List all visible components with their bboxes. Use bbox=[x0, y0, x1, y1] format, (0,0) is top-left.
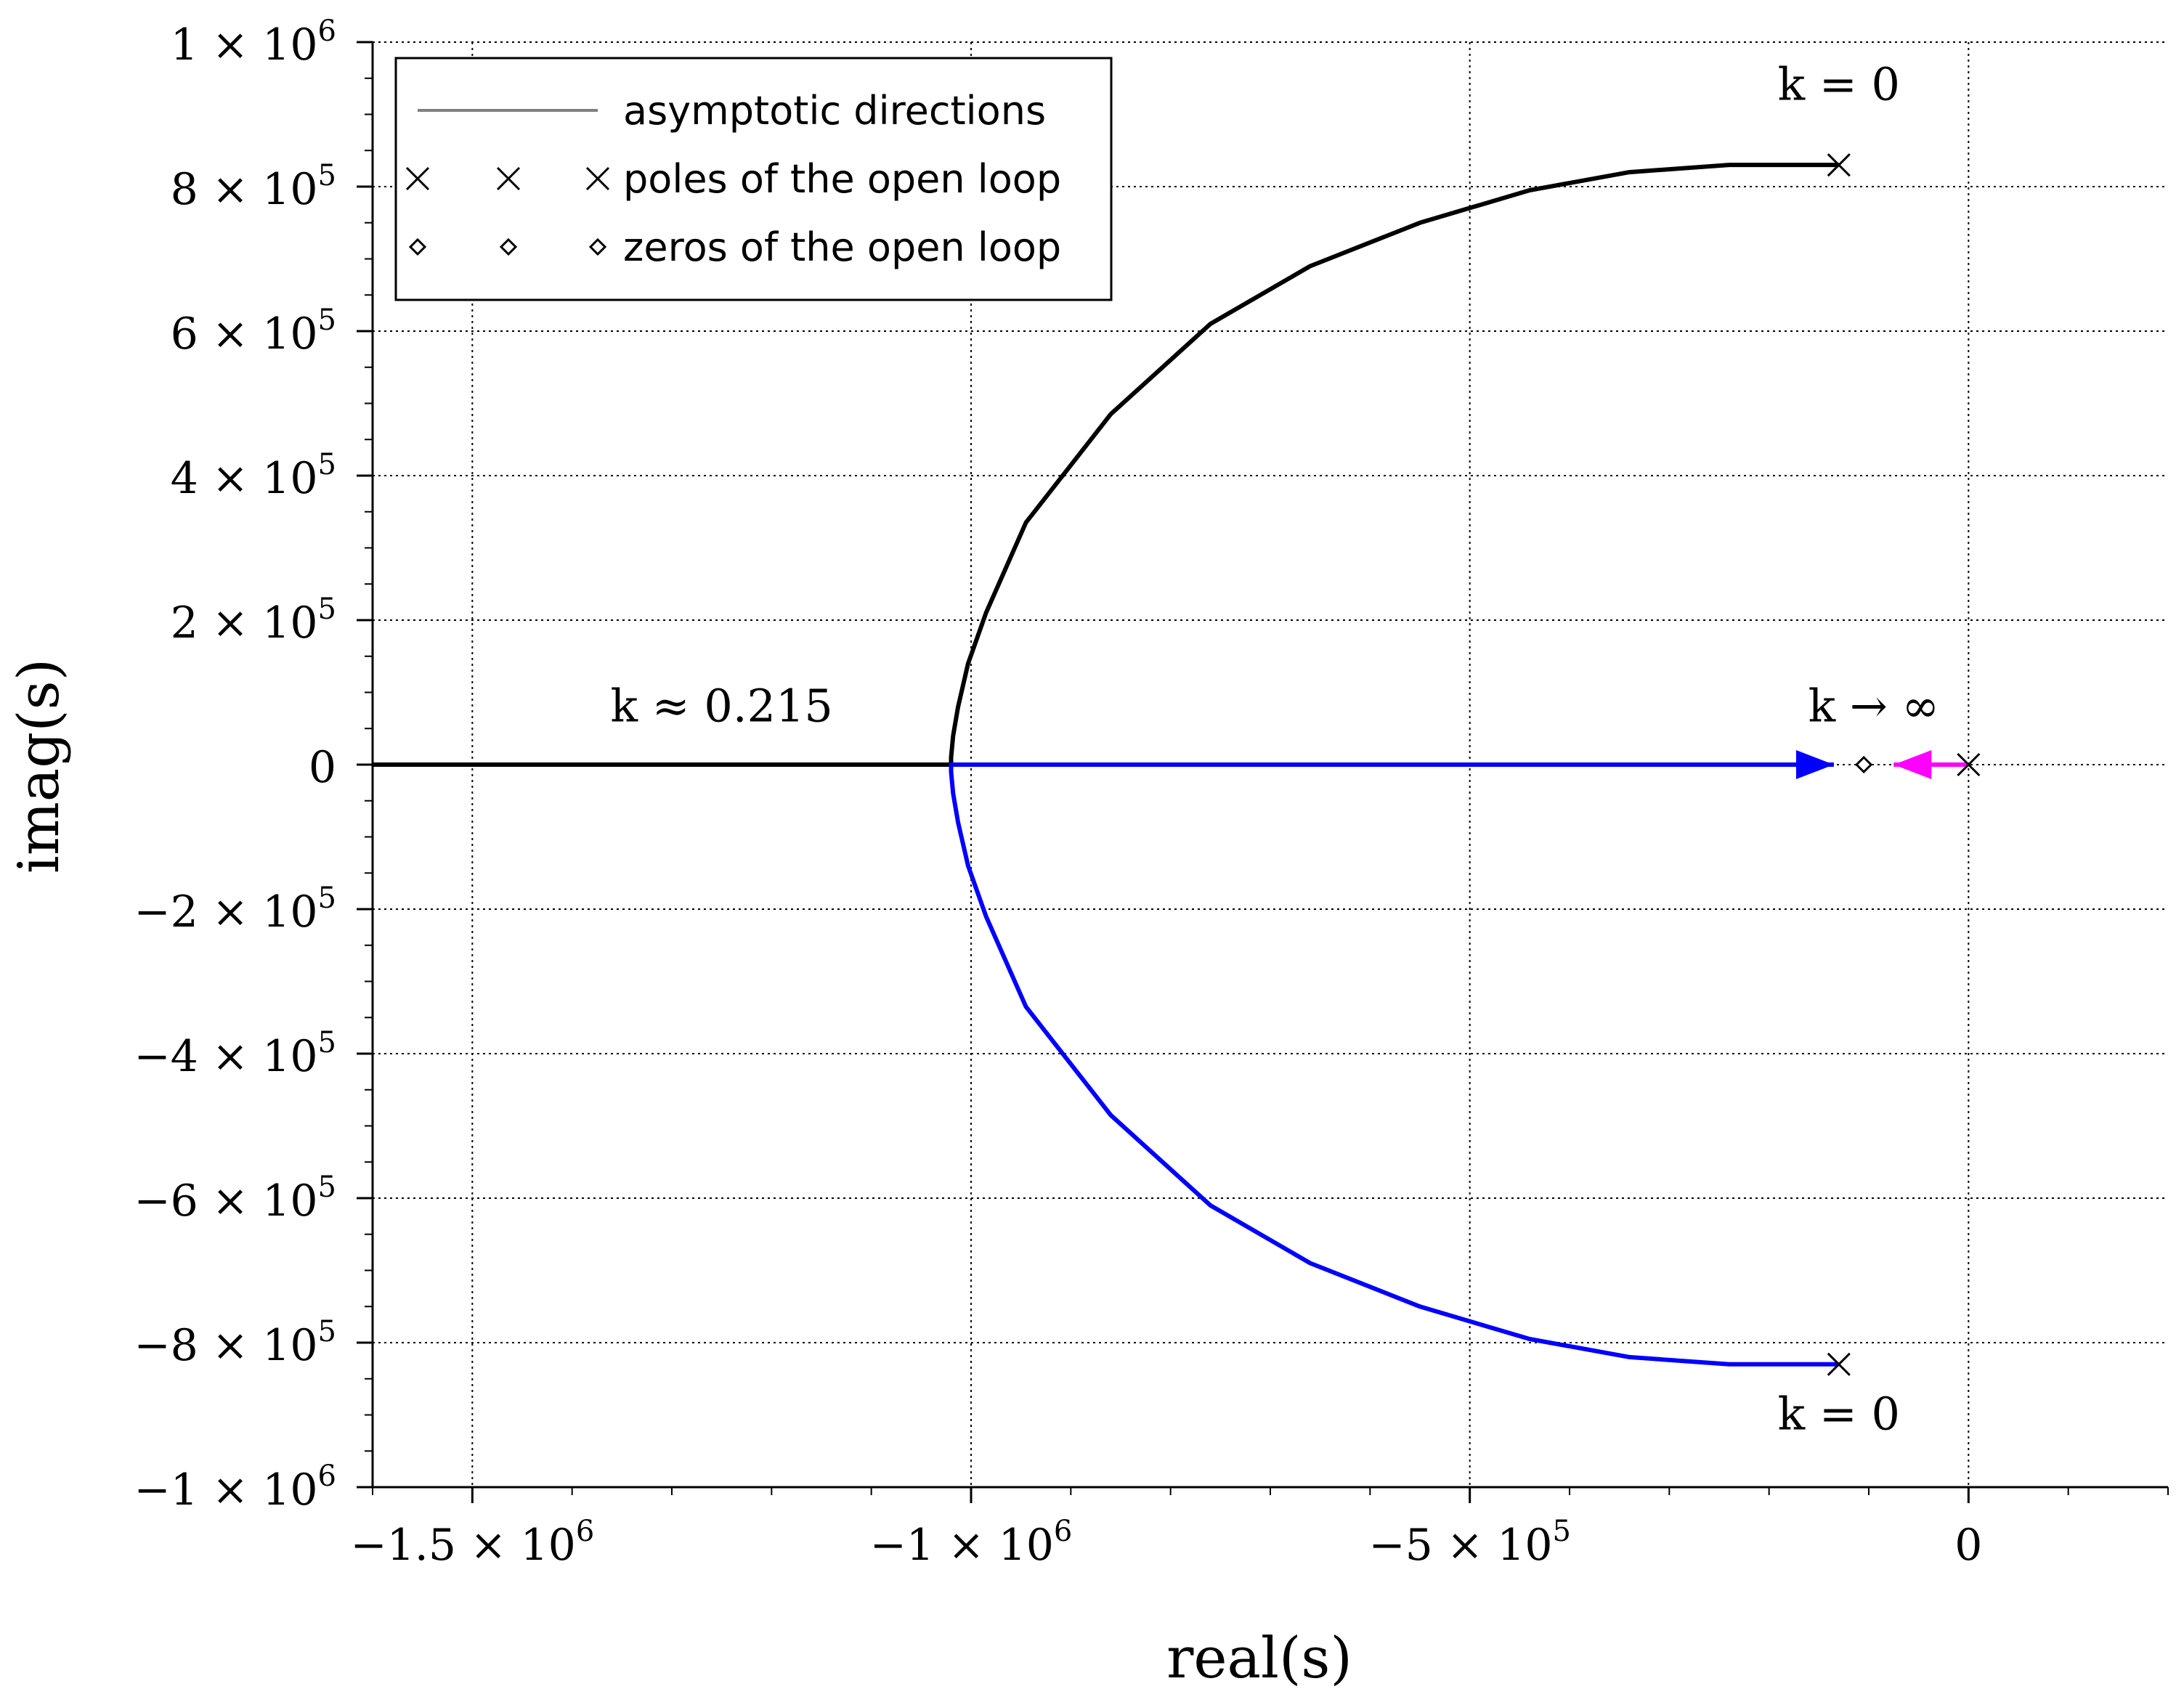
marker-layer bbox=[1827, 153, 1981, 1376]
magenta-arrowhead bbox=[1893, 750, 1932, 779]
legend-box bbox=[394, 57, 1113, 301]
legend-label: asymptotic directions bbox=[623, 88, 1046, 134]
x-tick-label: −1.5 × 106 bbox=[350, 1515, 594, 1571]
legend-swatch-cross bbox=[496, 166, 521, 191]
tick-labels: −1.5 × 106 −1 × 106 −5 × 105 0 1 × 106 8 × 10… bbox=[134, 15, 1982, 1571]
legend: asymptotic directions poles of the open l… bbox=[394, 57, 1113, 301]
y-tick-label: 4 × 105 bbox=[171, 448, 336, 504]
legend-entry: asymptotic directions bbox=[418, 88, 1046, 134]
y-tick-label: 2 × 105 bbox=[171, 593, 336, 648]
y-tick-label: −2 × 105 bbox=[134, 882, 336, 937]
legend-entry: poles of the open loop bbox=[405, 156, 1061, 202]
x-tick-label: 0 bbox=[1954, 1520, 1982, 1571]
axes bbox=[357, 41, 2169, 1503]
locus-branch-1 bbox=[373, 163, 1839, 767]
y-tick-label: −1 × 106 bbox=[134, 1460, 336, 1515]
pole-marker bbox=[1957, 752, 1981, 777]
legend-label: zeros of the open loop bbox=[623, 224, 1061, 270]
locus-branch-2 bbox=[949, 762, 1839, 1367]
legend-swatch-cross bbox=[405, 166, 430, 191]
blue-arrowhead bbox=[1795, 750, 1834, 779]
x-tick-label: −1 × 106 bbox=[870, 1515, 1073, 1571]
pole-marker bbox=[1827, 153, 1851, 177]
y-tick-label: −8 × 105 bbox=[134, 1315, 336, 1371]
x-axis-title: real(s) bbox=[1166, 1626, 1352, 1691]
legend-label: poles of the open loop bbox=[623, 156, 1061, 202]
zero-marker bbox=[1855, 755, 1873, 774]
legend-entry: zeros of the open loop bbox=[408, 224, 1061, 270]
x-tick-label: −5 × 105 bbox=[1368, 1515, 1571, 1571]
legend-swatch-diamond bbox=[499, 237, 518, 256]
annotation-label: k = 0 bbox=[1778, 58, 1900, 111]
pole-marker bbox=[1827, 1352, 1851, 1376]
legend-swatch-cross bbox=[585, 166, 610, 191]
y-tick-label: −4 × 105 bbox=[134, 1026, 336, 1082]
y-tick-label: 0 bbox=[309, 742, 336, 793]
y-tick-label: 8 × 105 bbox=[171, 159, 336, 215]
annotation-label: k → ∞ bbox=[1809, 679, 1940, 732]
y-tick-label: 6 × 105 bbox=[171, 304, 336, 359]
annotation-label: k = 0 bbox=[1778, 1387, 1900, 1440]
series-layer bbox=[373, 163, 1969, 1367]
y-tick-label: 1 × 106 bbox=[171, 15, 336, 70]
legend-swatch-diamond bbox=[408, 237, 427, 256]
annotation-label: k ≈ 0.215 bbox=[610, 679, 832, 732]
y-axis-title: imag(s) bbox=[7, 659, 72, 874]
y-tick-label: −6 × 105 bbox=[134, 1171, 336, 1226]
annotations: k = 0 k = 0 k ≈ 0.215 k → ∞ bbox=[610, 58, 1939, 1441]
legend-swatch-diamond bbox=[588, 237, 607, 256]
